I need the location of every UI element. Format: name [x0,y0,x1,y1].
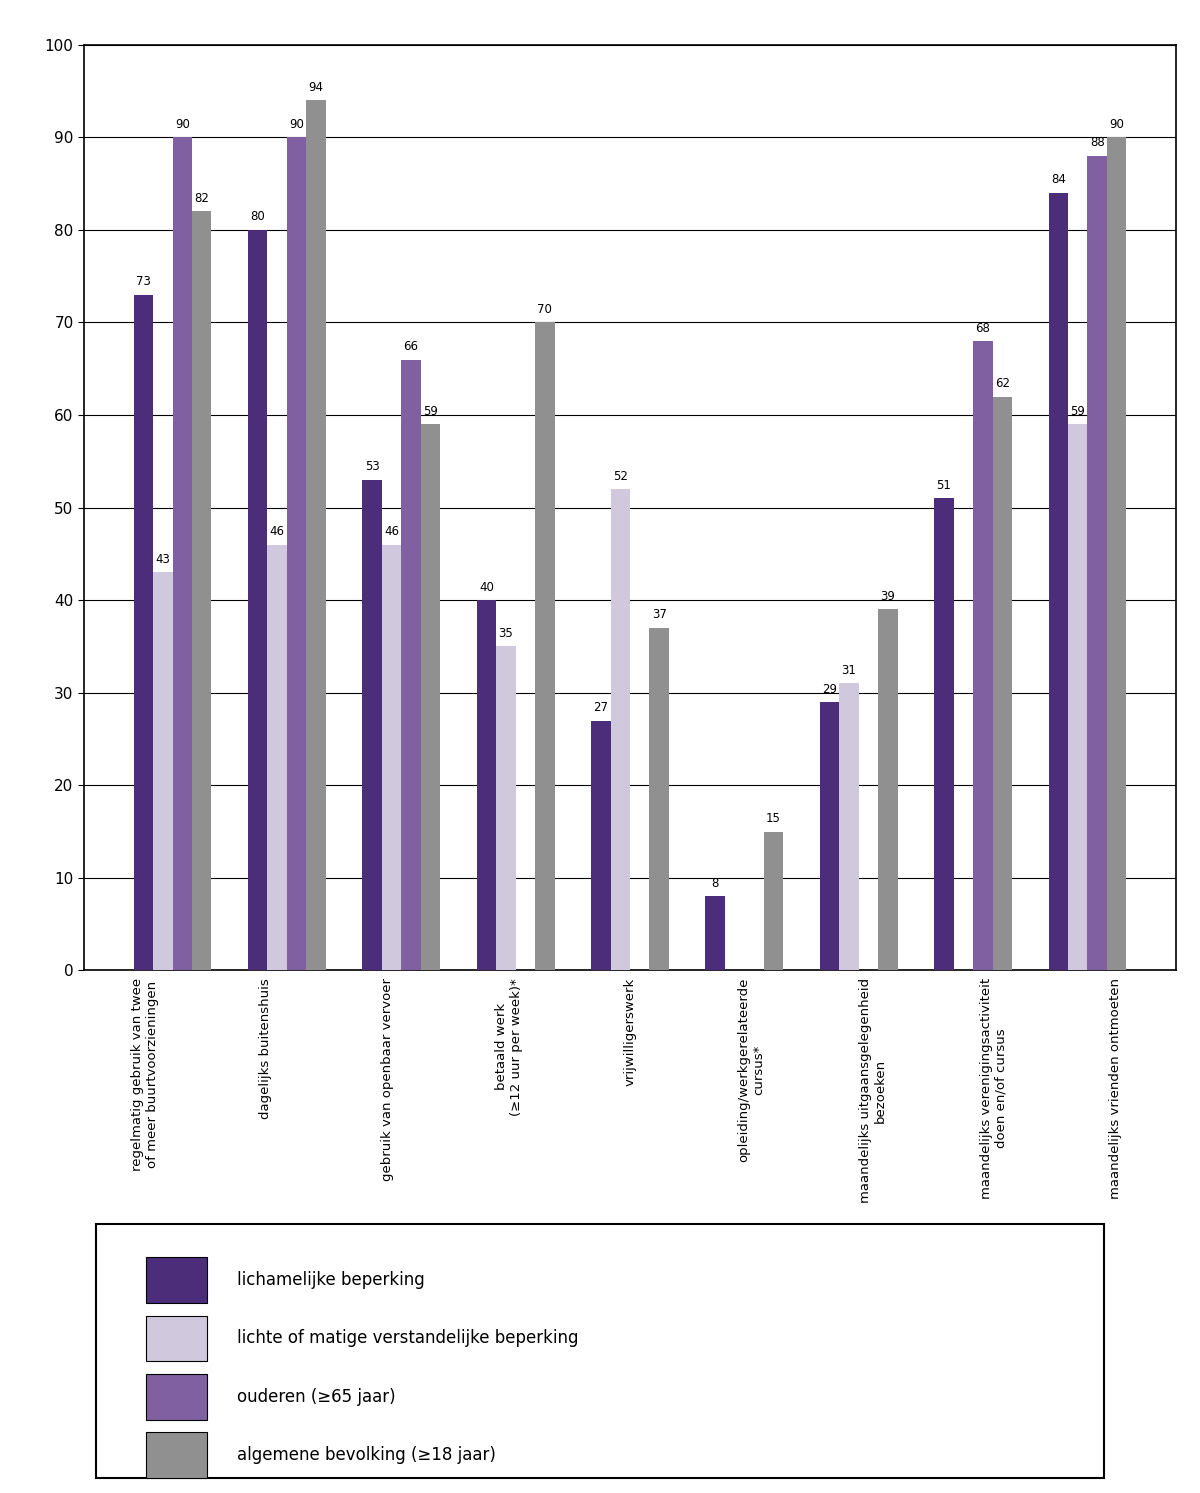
Bar [935,499,954,970]
Bar [764,832,784,970]
Text: 40: 40 [479,581,494,594]
Text: 84: 84 [1051,173,1066,187]
Bar [248,230,268,970]
Text: maandelijks verenigingsactiviteit
doen en/of cursus: maandelijks verenigingsactiviteit doen e… [980,978,1008,1199]
Text: 15: 15 [766,812,781,826]
Text: 94: 94 [308,81,324,94]
Text: 27: 27 [593,702,608,714]
Text: 70: 70 [538,303,552,317]
Text: 37: 37 [652,609,667,621]
Text: 8: 8 [712,876,719,890]
Bar [1106,137,1127,970]
Bar [1049,193,1068,970]
Bar [421,424,440,970]
Text: algemene bevolking (≥18 jaar): algemene bevolking (≥18 jaar) [238,1447,496,1465]
Text: opleiding/werkgerelateerde
cursus*: opleiding/werkgerelateerde cursus* [737,978,766,1162]
Bar [287,137,306,970]
Text: 80: 80 [251,211,265,224]
Bar [476,600,496,970]
Bar [306,100,325,970]
Bar [1087,155,1106,970]
Text: vrijwilligerswerk: vrijwilligerswerk [624,978,636,1087]
Bar [611,490,630,970]
Text: maandelijks uitgaansgelegenheid
bezoeken: maandelijks uitgaansgelegenheid bezoeken [859,978,887,1203]
Bar [173,137,192,970]
Text: 46: 46 [270,526,284,537]
Bar [1068,424,1087,970]
Text: lichte of matige verstandelijke beperking: lichte of matige verstandelijke beperkin… [238,1329,578,1348]
Text: 62: 62 [995,378,1009,390]
Text: 73: 73 [136,275,151,288]
Text: 53: 53 [365,460,379,473]
Text: gebruik van openbaar vervoer: gebruik van openbaar vervoer [380,978,394,1181]
Bar [268,545,287,970]
Text: 90: 90 [1109,118,1124,131]
Text: 52: 52 [613,470,628,482]
Bar [649,629,668,970]
Text: 59: 59 [422,405,438,418]
Bar [820,702,839,970]
Bar [192,212,211,970]
Bar [973,340,992,970]
Text: 82: 82 [194,193,209,205]
Text: 59: 59 [1070,405,1085,418]
Text: dagelijks buitenshuis: dagelijks buitenshuis [259,978,272,1118]
Text: 88: 88 [1090,136,1104,149]
Bar [382,545,401,970]
Text: lichamelijke beperking: lichamelijke beperking [238,1271,425,1288]
Bar [146,1257,206,1303]
Text: 51: 51 [936,479,952,491]
Bar [146,1374,206,1420]
Bar [146,1432,206,1478]
Bar [592,721,611,970]
Bar [878,609,898,970]
Bar [535,322,554,970]
Text: 46: 46 [384,526,400,537]
Text: 90: 90 [289,118,304,131]
Text: 90: 90 [175,118,190,131]
Bar [146,1315,206,1362]
Bar [839,684,859,970]
Bar [706,896,725,970]
Bar [362,479,382,970]
Bar [154,572,173,970]
Text: 35: 35 [498,627,514,640]
Text: betaald werk
(≥12 uur per week)*: betaald werk (≥12 uur per week)* [494,978,523,1115]
Text: 39: 39 [881,590,895,603]
Text: 43: 43 [155,552,170,566]
Text: 68: 68 [976,321,990,334]
Text: 66: 66 [403,340,419,352]
Bar [992,397,1012,970]
Text: 31: 31 [841,664,857,676]
Text: regelmatig gebruik van twee
of meer buurtvoorzieningen: regelmatig gebruik van twee of meer buur… [131,978,158,1171]
Bar [133,294,154,970]
Text: 29: 29 [822,682,838,696]
Text: maandelijks vrienden ontmoeten: maandelijks vrienden ontmoeten [1109,978,1122,1199]
Bar [496,646,516,970]
Text: ouderen (≥65 jaar): ouderen (≥65 jaar) [238,1388,396,1406]
Bar [401,360,421,970]
